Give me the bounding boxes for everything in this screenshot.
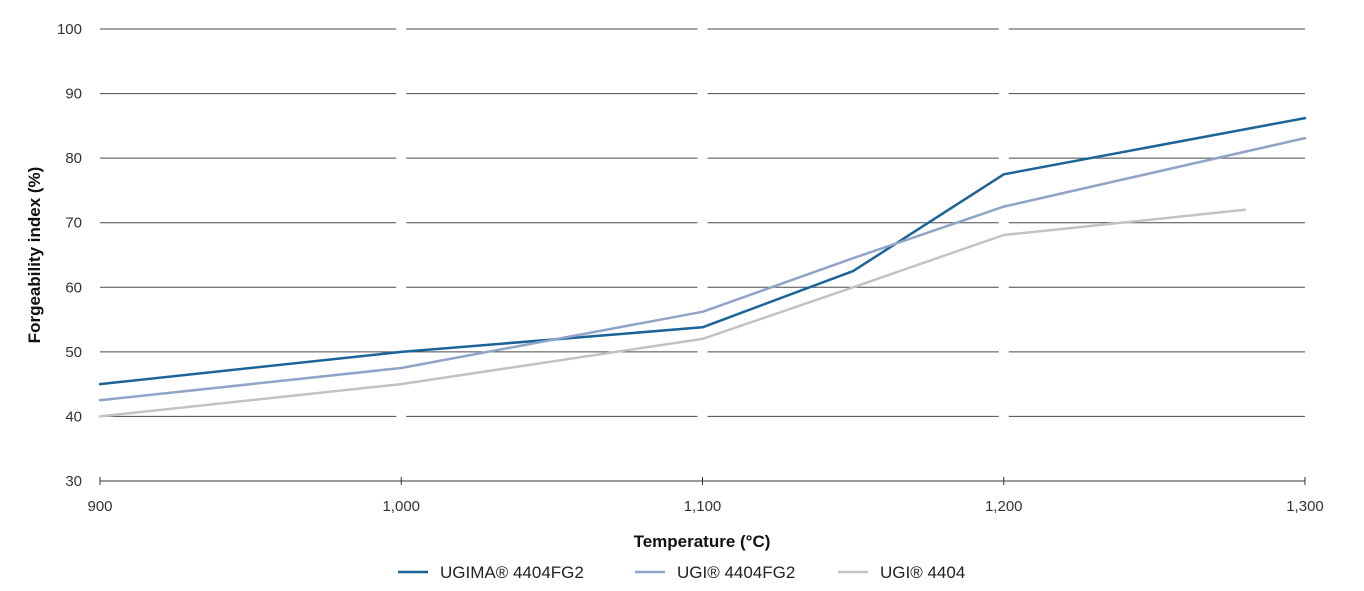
series-line-3 — [98, 208, 1247, 418]
y-tick-label: 60 — [65, 279, 82, 296]
y-tick-label: 50 — [65, 344, 82, 361]
legend-label: UGI® 4404FG2 — [677, 563, 795, 582]
legend-item-3: UGI® 4404 — [838, 563, 965, 582]
legend: UGIMA® 4404FG2 UGI® 4404FG2 UGI® 4404 — [398, 563, 965, 582]
x-tick-labels: 900 1,000 1,100 1,200 1,300 — [87, 498, 1323, 515]
x-axis — [99, 477, 1306, 485]
x-tick-label: 1,200 — [985, 498, 1023, 515]
y-tick-labels: 30 40 50 60 70 80 90 100 — [57, 21, 82, 490]
y-tick-label: 90 — [65, 86, 82, 103]
legend-label: UGI® 4404 — [880, 563, 965, 582]
y-tick-label: 80 — [65, 150, 82, 167]
x-tick-label: 1,000 — [382, 498, 420, 515]
legend-item-1: UGIMA® 4404FG2 — [398, 563, 584, 582]
y-axis-title: Forgeability index (%) — [25, 167, 44, 344]
x-tick-label: 1,100 — [684, 498, 722, 515]
grid-lines — [100, 28, 1305, 417]
legend-label: UGIMA® 4404FG2 — [440, 563, 584, 582]
x-tick-label: 1,300 — [1286, 498, 1324, 515]
y-tick-label: 40 — [65, 408, 82, 425]
y-tick-label: 70 — [65, 215, 82, 232]
legend-item-2: UGI® 4404FG2 — [635, 563, 795, 582]
y-tick-label: 100 — [57, 21, 82, 38]
series-line-2 — [98, 136, 1307, 402]
x-axis-title: Temperature (°C) — [634, 532, 771, 551]
y-tick-label: 30 — [65, 473, 82, 490]
series-line-1 — [98, 116, 1307, 386]
x-tick-label: 900 — [87, 498, 112, 515]
series-lines — [98, 116, 1307, 418]
